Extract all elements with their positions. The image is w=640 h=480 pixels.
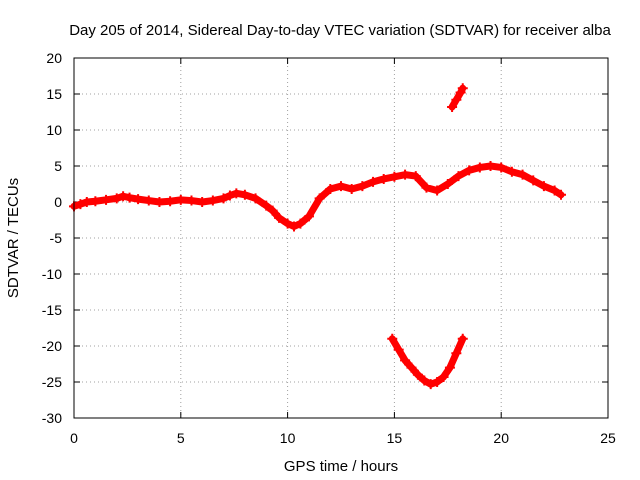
data-point	[432, 185, 443, 196]
data-point	[186, 195, 197, 206]
y-tick-label: -20	[42, 338, 62, 354]
series-group	[69, 161, 567, 232]
data-point	[336, 181, 346, 192]
data-point	[442, 179, 453, 189]
y-tick-label: -10	[42, 266, 62, 282]
data-point	[464, 165, 475, 176]
x-tick-label: 25	[600, 430, 616, 446]
data-point	[474, 162, 485, 173]
data-point	[400, 169, 411, 180]
chart-title: Day 205 of 2014, Sidereal Day-to-day VTE…	[69, 22, 611, 39]
data-point	[303, 211, 314, 222]
data-point	[81, 197, 92, 207]
data-point	[457, 333, 468, 344]
data-point	[549, 185, 560, 196]
data-point	[90, 196, 101, 207]
data-point	[378, 173, 389, 184]
data-point	[432, 377, 443, 387]
data-point	[485, 161, 496, 171]
x-tick-label: 5	[177, 430, 185, 446]
data-point	[250, 193, 261, 204]
data-point	[118, 191, 129, 202]
data-point	[143, 195, 154, 206]
y-tick-label: 0	[54, 194, 62, 210]
data-point	[528, 175, 539, 186]
series-group	[447, 83, 468, 112]
y-tick-label: 10	[46, 122, 62, 138]
y-tick-label: 15	[46, 86, 62, 102]
data-point	[165, 196, 176, 207]
data-point	[438, 371, 449, 382]
y-tick-label: -15	[42, 302, 62, 318]
data-point	[387, 333, 398, 344]
data-point	[538, 181, 549, 192]
data-point	[453, 171, 464, 182]
data-point	[410, 171, 421, 182]
data-point	[133, 194, 144, 205]
data-point	[406, 362, 417, 373]
data-point	[419, 375, 430, 386]
data-point	[218, 193, 229, 204]
data-point	[412, 369, 423, 380]
data-point	[506, 166, 517, 177]
series-band	[70, 162, 565, 230]
data-point	[517, 169, 528, 180]
data-point	[175, 194, 186, 205]
data-point	[282, 218, 293, 229]
data-point	[556, 189, 567, 200]
y-tick-label: -30	[42, 410, 62, 426]
data-point	[239, 189, 250, 200]
data-point	[451, 348, 462, 359]
data-point	[325, 184, 336, 195]
y-tick-label: -5	[50, 230, 63, 246]
data-point	[346, 184, 357, 195]
data-point	[224, 190, 235, 201]
y-axis-label: SDTVAR / TECUs	[5, 178, 22, 298]
data-point	[421, 182, 432, 193]
tick-labels: 0 5 10 15 20 25 -30 -25 -20 -15 -10 -5 0 5 10 15 20	[42, 50, 616, 446]
data-point	[393, 344, 404, 355]
data-point	[274, 212, 285, 223]
x-axis-label: GPS time / hours	[284, 458, 398, 475]
data-point	[447, 101, 458, 112]
data-point	[389, 171, 400, 182]
data-point	[496, 162, 507, 173]
data-point	[111, 193, 122, 204]
x-tick-label: 15	[387, 430, 403, 446]
data-point	[357, 181, 368, 192]
data-point	[289, 221, 300, 232]
plot-frame	[73, 57, 609, 419]
data-point	[75, 199, 86, 210]
y-tick-label: -25	[42, 374, 62, 390]
data-point	[261, 200, 272, 211]
x-tick-label: 20	[493, 430, 509, 446]
series-group	[387, 333, 468, 390]
y-tick-label: 20	[46, 50, 62, 66]
data-point	[425, 379, 436, 390]
data-point	[314, 193, 325, 204]
data-point	[444, 362, 455, 373]
series-band	[388, 335, 467, 388]
data-point	[101, 194, 112, 205]
data-point	[124, 192, 135, 203]
x-tick-label: 0	[70, 430, 78, 446]
data-point	[231, 188, 242, 199]
series-band	[448, 84, 467, 111]
data-points	[69, 83, 567, 390]
x-tick-label: 10	[280, 430, 296, 446]
grid-lines	[74, 58, 608, 418]
data-point	[368, 176, 379, 187]
data-point	[457, 83, 468, 94]
data-point	[295, 218, 306, 229]
data-point	[400, 355, 411, 366]
data-point	[197, 197, 208, 207]
y-tick-label: 5	[54, 158, 62, 174]
data-point	[267, 205, 278, 216]
data-point	[207, 195, 218, 206]
data-point	[154, 197, 165, 207]
data-point	[451, 94, 462, 105]
